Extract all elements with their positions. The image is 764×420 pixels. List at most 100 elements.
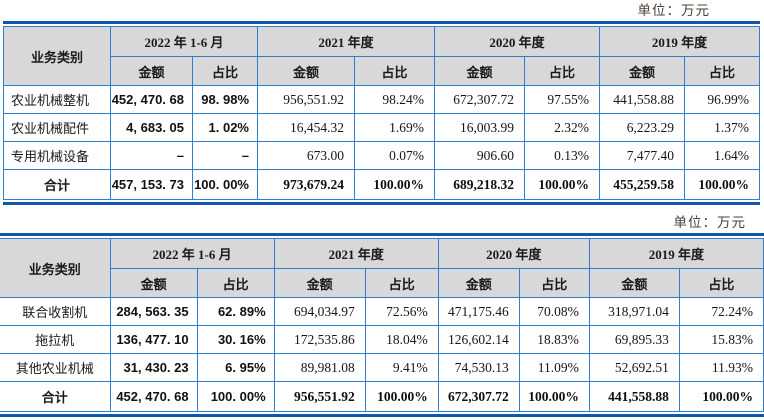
ratio-cell: 1.37% xyxy=(684,113,761,142)
table-row: 农业机械配件 4, 683. 05 1. 02% 16,454.32 1.69% 16,0… xyxy=(3,113,761,142)
ratio-cell: 9.41% xyxy=(364,353,439,382)
amount-cell: 673.00 xyxy=(257,141,355,170)
column-header-amount-0: 金额 xyxy=(110,268,198,298)
row-label: 专用机械设备 xyxy=(3,141,111,170)
amount-cell: 7,477.40 xyxy=(599,141,686,170)
column-header-amount-3: 金额 xyxy=(599,56,686,86)
unit-label-table1: 单位：万元 xyxy=(637,3,710,18)
row-label: 合计 xyxy=(0,381,111,412)
column-header-amount-1: 金额 xyxy=(257,56,355,86)
ratio-cell: 70.08% xyxy=(518,297,590,326)
ratio-cell: 18.04% xyxy=(364,325,439,354)
amount-cell: 126,602.14 xyxy=(437,325,520,354)
amount-cell: 31, 430. 23 xyxy=(109,353,198,382)
unit-label-table2: 单位：万元 xyxy=(673,215,746,230)
amount-cell: 136, 477. 10 xyxy=(109,325,198,354)
ratio-cell: 1. 02% xyxy=(192,113,258,142)
table-row: 农业机械整机 452, 470. 68 98. 98% 956,551.92 98.24… xyxy=(3,85,761,114)
ratio-cell: 1.69% xyxy=(353,113,436,142)
column-header-amount-0: 金额 xyxy=(110,56,193,86)
table-row: 联合收割机 284, 563. 35 62. 89% 694,034.97 72.56%… xyxy=(0,297,764,326)
ratio-cell: 97.55% xyxy=(524,85,601,114)
column-header-ratio-0: 占比 xyxy=(196,268,275,298)
column-header-ratio-1: 占比 xyxy=(353,56,436,86)
column-header-period-2: 2020 年度 xyxy=(434,26,601,57)
amount-cell: 16,003.99 xyxy=(434,113,526,142)
table-block-business-category: 业务类别 2022 年 1-6 月 2021 年度 2020 年度 2019 年度 金额占… xyxy=(3,21,761,205)
column-header-ratio-0: 占比 xyxy=(192,56,258,86)
ratio-cell: 100. 00% xyxy=(196,381,275,412)
ratio-cell: 100.00% xyxy=(684,169,761,200)
column-header-period-3: 2019 年度 xyxy=(599,26,761,57)
amount-cell: 284, 563. 35 xyxy=(109,297,198,326)
column-header-period-1: 2021 年度 xyxy=(256,26,436,57)
table-block-machine-product: 业务类别 2022 年 1-6 月 2021 年度 2020 年度 2019 年度 金额占… xyxy=(0,233,764,417)
ratio-cell: 100.00% xyxy=(364,381,439,412)
ratio-cell: 15.83% xyxy=(678,325,764,354)
ratio-cell: 6. 95% xyxy=(196,353,275,382)
ratio-cell: 0.07% xyxy=(353,141,436,170)
row-label: 其他农业机械 xyxy=(0,353,111,382)
ratio-cell: 62. 89% xyxy=(196,297,275,326)
ratio-cell: 0.13% xyxy=(524,141,601,170)
row-label: 联合收割机 xyxy=(0,297,111,326)
ratio-cell: 100. 00% xyxy=(192,169,258,200)
column-header-ratio-3: 占比 xyxy=(684,56,761,86)
amount-cell: 672,307.72 xyxy=(437,381,520,412)
ratio-cell: 11.93% xyxy=(678,353,764,382)
amount-cell: 6,223.29 xyxy=(599,113,686,142)
column-header-business-category: 业务类别 xyxy=(0,238,111,298)
amount-cell: 69,895.33 xyxy=(588,325,680,354)
total-row: 合计 457, 153. 73 100. 00% 973,679.24 100.00% 6… xyxy=(3,169,761,200)
column-header-period-1: 2021 年度 xyxy=(273,238,439,269)
column-header-period-3: 2019 年度 xyxy=(588,238,764,269)
column-header-period-2: 2020 年度 xyxy=(437,238,590,269)
ratio-cell: 2.32% xyxy=(524,113,601,142)
amount-cell: 441,558.88 xyxy=(599,85,686,114)
table-row: 拖拉机 136, 477. 10 30. 16% 172,535.86 18.04% 12… xyxy=(0,325,764,354)
column-header-amount-2: 金额 xyxy=(437,268,520,298)
amount-cell: 973,679.24 xyxy=(257,169,355,200)
row-label: 农业机械整机 xyxy=(3,85,111,114)
amount-cell: 694,034.97 xyxy=(273,297,366,326)
amount-cell: 452, 470. 68 xyxy=(110,85,193,114)
row-label: 合计 xyxy=(3,169,111,200)
ratio-cell: 30. 16% xyxy=(196,325,275,354)
ratio-cell: 72.56% xyxy=(364,297,439,326)
ratio-cell: 100.00% xyxy=(678,381,764,412)
amount-cell: 452, 470. 68 xyxy=(109,381,198,412)
amount-cell: 74,530.13 xyxy=(437,353,520,382)
table-row: 专用机械设备 – –673.00 0.07% 906.60 0.13% 7,477.40 1.… xyxy=(3,141,761,170)
column-header-amount-2: 金额 xyxy=(434,56,526,86)
amount-cell: – xyxy=(110,141,193,170)
ratio-cell: 11.09% xyxy=(518,353,590,382)
amount-cell: 172,535.86 xyxy=(273,325,366,354)
amount-cell: 4, 683. 05 xyxy=(110,113,193,142)
amount-cell: 441,558.88 xyxy=(588,381,680,412)
column-header-ratio-1: 占比 xyxy=(364,268,439,298)
ratio-cell: 100.00% xyxy=(353,169,436,200)
business-category-revenue-table: 业务类别 2022 年 1-6 月 2021 年度 2020 年度 2019 年度 金额占… xyxy=(3,26,761,200)
table-row: 其他农业机械 31, 430. 23 6. 95% 89,981.08 9.41% 74,… xyxy=(0,353,764,382)
column-header-business-category: 业务类别 xyxy=(3,26,111,86)
amount-cell: 455,259.58 xyxy=(599,169,686,200)
row-label: 农业机械配件 xyxy=(3,113,111,142)
amount-cell: 318,971.04 xyxy=(588,297,680,326)
ratio-cell: – xyxy=(192,141,258,170)
amount-cell: 906.60 xyxy=(434,141,526,170)
amount-cell: 89,981.08 xyxy=(273,353,366,382)
total-row: 合计 452, 470. 68 100. 00% 956,551.92 100.00% 6… xyxy=(0,381,764,412)
amount-cell: 471,175.46 xyxy=(437,297,520,326)
ratio-cell: 18.83% xyxy=(518,325,590,354)
ratio-cell: 72.24% xyxy=(678,297,764,326)
column-header-ratio-2: 占比 xyxy=(524,56,601,86)
column-header-amount-3: 金额 xyxy=(588,268,680,298)
amount-cell: 16,454.32 xyxy=(257,113,355,142)
ratio-cell: 1.64% xyxy=(684,141,761,170)
amount-cell: 956,551.92 xyxy=(257,85,355,114)
ratio-cell: 96.99% xyxy=(684,85,761,114)
ratio-cell: 98. 98% xyxy=(192,85,258,114)
column-header-amount-1: 金额 xyxy=(273,268,366,298)
column-header-ratio-3: 占比 xyxy=(678,268,764,298)
amount-cell: 956,551.92 xyxy=(273,381,366,412)
